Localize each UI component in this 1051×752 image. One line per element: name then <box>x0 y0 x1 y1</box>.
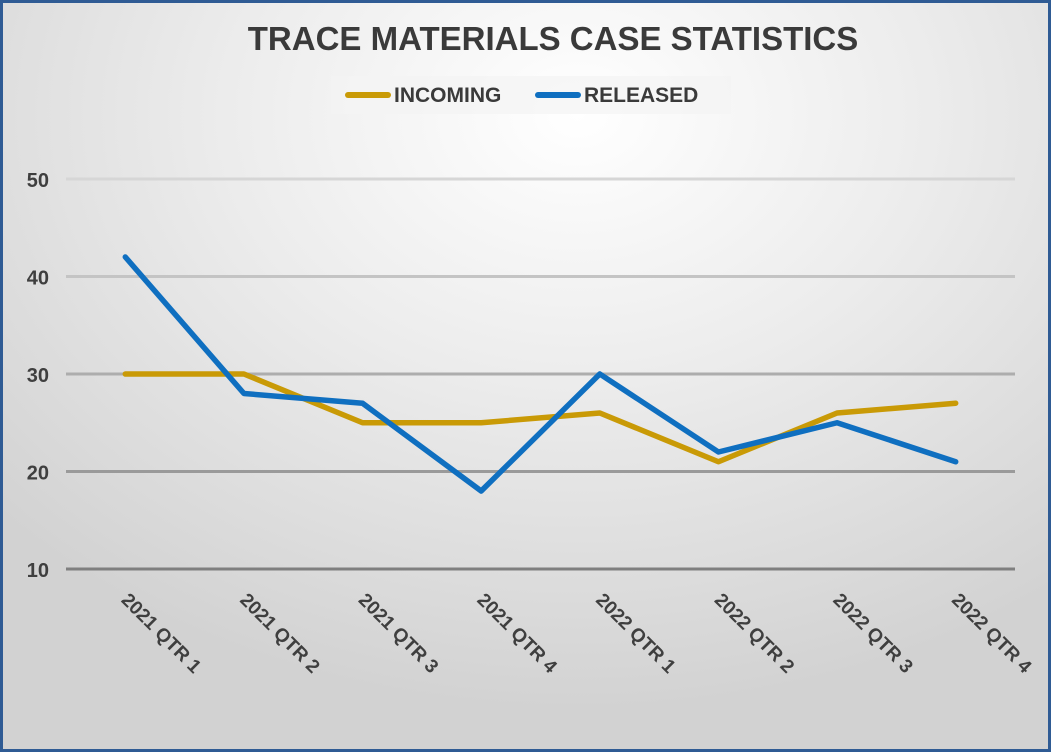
y-tick-label: 10 <box>27 560 49 582</box>
legend: INCOMING RELEASED <box>345 84 698 107</box>
x-tick-label: 2022 QTR 4 <box>947 590 1035 678</box>
legend-label-incoming: INCOMING <box>394 84 501 107</box>
x-tick-label: 2022 QTR 2 <box>710 590 798 678</box>
chart-title: TRACE MATERIALS CASE STATISTICS <box>248 20 859 57</box>
legend-label-released: RELEASED <box>584 84 698 107</box>
x-tick-label: 2022 QTR 3 <box>829 590 917 678</box>
x-tick-label: 2021 QTR 2 <box>235 590 323 678</box>
x-tick-label: 2021 QTR 4 <box>473 590 561 678</box>
series-line-incoming <box>122 371 959 465</box>
y-tick-label: 30 <box>27 365 49 387</box>
y-tick-label: 20 <box>27 463 49 485</box>
line-chart: TRACE MATERIALS CASE STATISTICS INCOMING… <box>27 20 1036 678</box>
y-tick-label: 40 <box>27 268 49 290</box>
y-tick-label: 50 <box>27 170 49 192</box>
x-tick-label: 2021 QTR 3 <box>354 590 442 678</box>
x-tick-label: 2021 QTR 1 <box>117 590 205 678</box>
series-line-released <box>122 254 959 494</box>
legend-box <box>331 76 731 114</box>
x-tick-label: 2022 QTR 1 <box>591 590 679 678</box>
